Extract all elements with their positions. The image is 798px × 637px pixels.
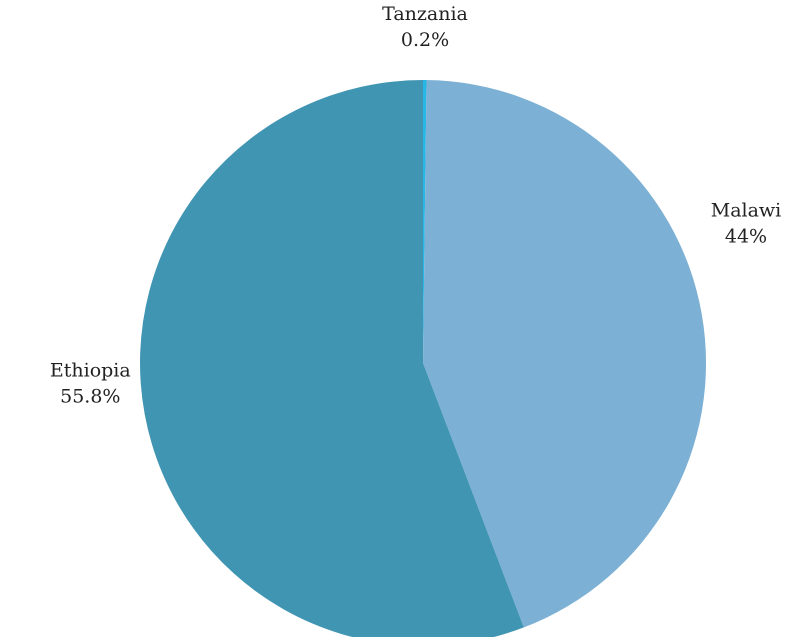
slice-name-tanzania: Tanzania: [382, 3, 468, 25]
pie-slice-malawi: [423, 80, 707, 628]
pie-label-ethiopia: Ethiopia 55.8%: [50, 360, 131, 408]
pie-label-malawi: Malawi 44%: [711, 200, 782, 248]
slice-value-ethiopia: 55.8%: [60, 386, 120, 408]
slice-name-malawi: Malawi: [711, 200, 782, 222]
pie-labels: Tanzania 0.2% Malawi 44% Ethiopia 55.8%: [50, 3, 781, 408]
pie-slice-tanzania: [423, 79, 427, 363]
slice-value-tanzania: 0.2%: [401, 29, 449, 51]
slice-name-ethiopia: Ethiopia: [50, 360, 131, 382]
pie-slice-ethiopia: [140, 80, 524, 637]
pie-slices: [140, 79, 707, 637]
pie-label-tanzania: Tanzania 0.2%: [382, 3, 468, 51]
slice-value-malawi: 44%: [725, 226, 767, 248]
